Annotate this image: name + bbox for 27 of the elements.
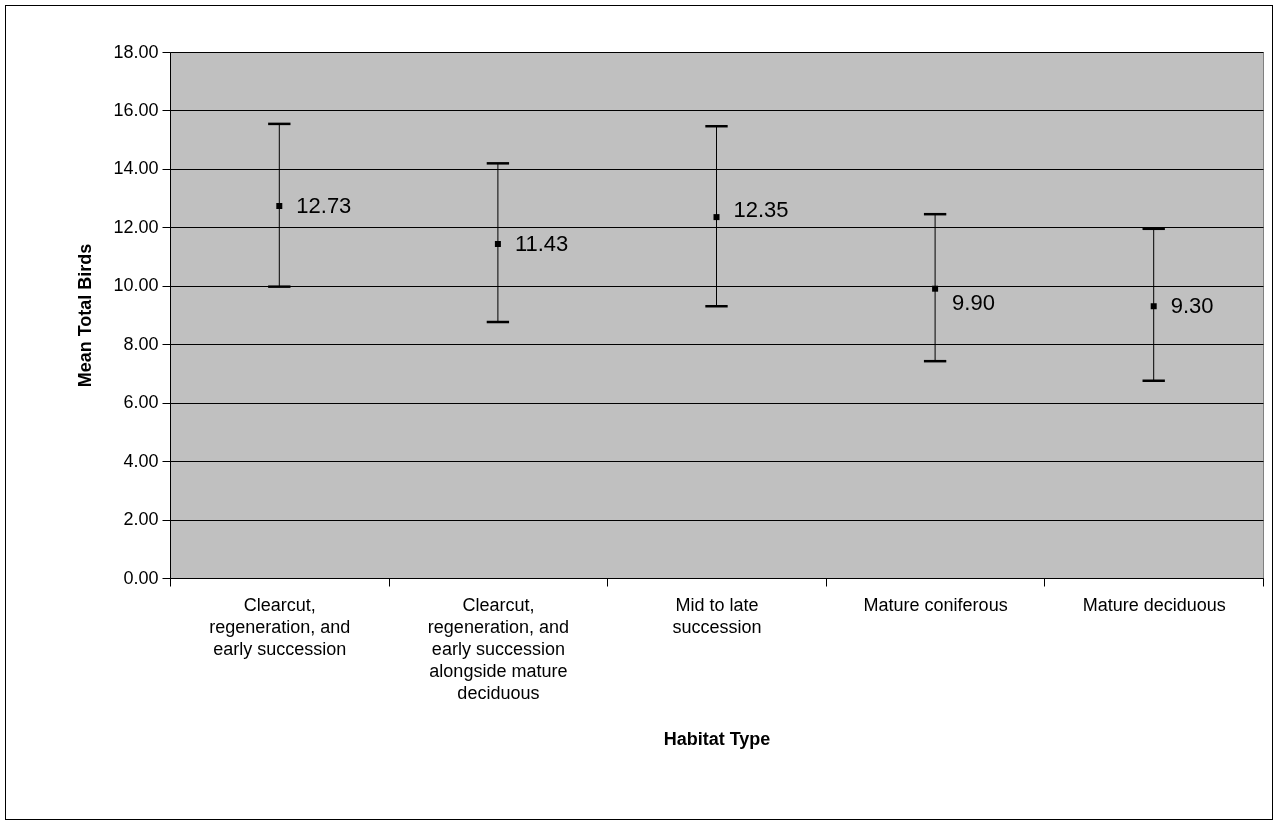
y-tick-label: 2.00 — [123, 509, 159, 530]
data-label: 11.43 — [514, 231, 569, 257]
x-axis-title: Habitat Type — [663, 728, 771, 749]
y-tick-label: 16.00 — [113, 99, 159, 120]
data-label: 12.73 — [296, 193, 352, 218]
point — [713, 214, 720, 221]
y-tick-label: 10.00 — [113, 275, 159, 296]
y-tick-label: 4.00 — [123, 450, 159, 471]
point — [932, 285, 939, 292]
y-tick-label: 18.00 — [113, 41, 159, 62]
point — [1150, 303, 1157, 310]
x-tick-label: Mature coniferous — [863, 594, 1008, 615]
x-tick-label: Mature deciduous — [1082, 594, 1226, 615]
y-tick-label: 12.00 — [113, 216, 159, 237]
point — [494, 240, 501, 247]
y-tick-label: 0.00 — [123, 567, 159, 588]
y-tick-label: 8.00 — [123, 333, 159, 354]
x-tick-label: Mid to late succession — [672, 594, 762, 637]
y-tick-label: 14.00 — [113, 158, 159, 179]
y-tick-label: 6.00 — [123, 392, 159, 413]
y-axis-title: Mean Total Birds — [75, 243, 96, 388]
point — [276, 203, 283, 209]
x-tick-label: Clearcut, regeneration, and early succession — [209, 594, 351, 659]
x-tick-label: Clearcut, regeneration, and early succession alongside mature deciduous — [427, 594, 569, 703]
data-label: 12.35 — [733, 197, 789, 223]
data-label: 9.90 — [952, 289, 995, 315]
data-label: 9.30 — [1170, 293, 1214, 319]
